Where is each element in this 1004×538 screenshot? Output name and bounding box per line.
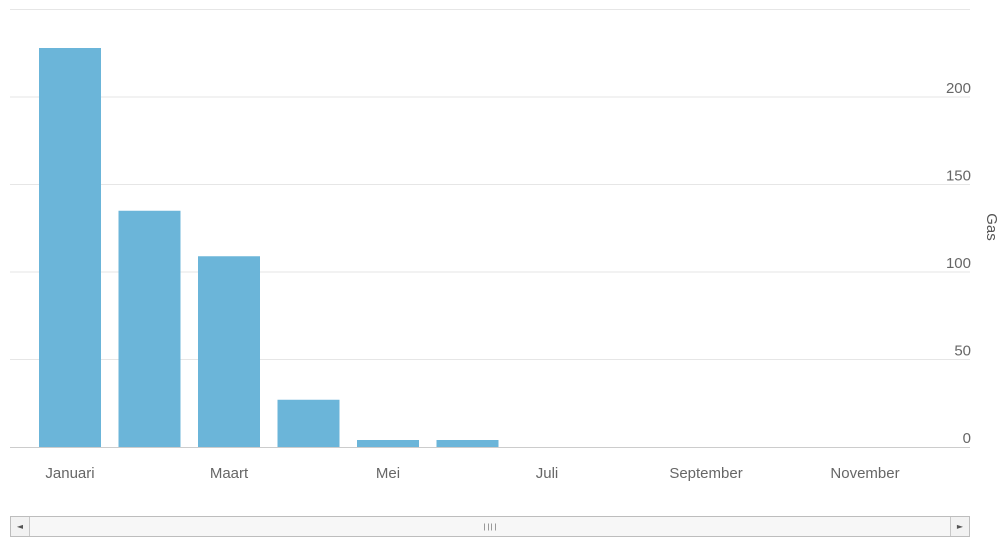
scroll-left-button[interactable]: ◄ [11, 517, 30, 536]
bars [39, 48, 499, 447]
scroll-right-button[interactable]: ► [950, 517, 969, 536]
x-tick-label: September [669, 465, 742, 482]
x-tick-label: November [830, 465, 899, 482]
bar-chart: Januari Maart Mei Juli September November 0 50… [10, 9, 1000, 482]
y-tick-label: 100 [946, 255, 971, 272]
grip-icon [484, 523, 496, 530]
x-tick-label: Juli [536, 465, 559, 482]
bar-juni [436, 440, 499, 447]
x-tick-label: Januari [45, 465, 94, 482]
bar-februari [118, 210, 181, 447]
bar-maart [198, 256, 260, 447]
scrollbar-thumb[interactable] [30, 517, 950, 536]
arrow-right-icon: ► [956, 522, 964, 531]
horizontal-scrollbar[interactable]: ◄ ► [10, 516, 970, 537]
bar-januari [39, 48, 101, 447]
bar-mei [357, 440, 419, 447]
y-tick-label: 150 [946, 168, 971, 185]
x-tick-label: Mei [376, 465, 400, 482]
bar-april [277, 399, 340, 447]
x-axis-ticks: Januari Maart Mei Juli September November [45, 465, 899, 482]
y-tick-label: 0 [963, 430, 971, 447]
arrow-left-icon: ◄ [16, 522, 24, 531]
y-tick-label: 200 [946, 80, 971, 97]
y-axis-ticks: 0 50 100 150 200 [946, 80, 971, 447]
y-tick-label: 50 [954, 343, 971, 360]
x-tick-label: Maart [210, 465, 249, 482]
y-axis-title: Gas [983, 213, 1000, 241]
